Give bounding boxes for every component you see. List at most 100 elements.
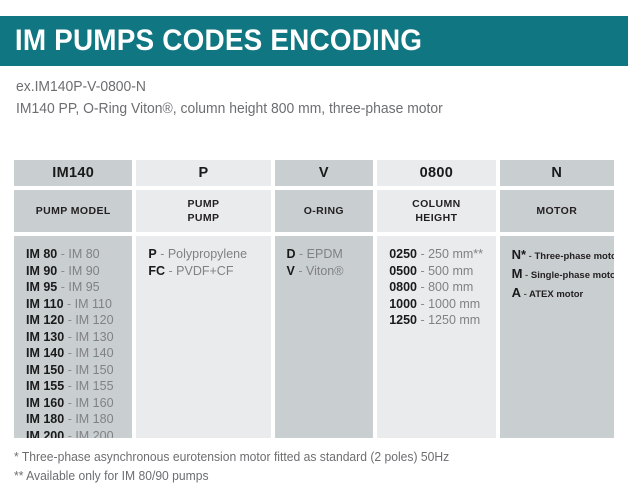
- option-value: 500 mm: [428, 263, 474, 278]
- label-cell-motor: MOTOR: [499, 190, 614, 232]
- footnotes-block: * Three-phase asynchronous eurotension m…: [14, 448, 614, 486]
- label-pump-material-line1: PUMP: [187, 198, 220, 210]
- option-key: 0800: [389, 280, 417, 294]
- option-item: M - Single-phase motor: [512, 265, 614, 284]
- option-key: IM 180: [26, 412, 65, 426]
- label-cell-pump-model: PUMP MODEL: [14, 190, 133, 232]
- label-column-height-line1: COLUMN: [412, 198, 461, 210]
- options-cell-pump-model: IM 80 - IM 80 IM 90 - IM 90 IM 95 - IM 95 I…: [14, 236, 133, 438]
- codes-table: IM140 P V 0800 N PUMP MODEL PUMP PUMP O-…: [14, 160, 614, 438]
- option-item: 1000 - 1000 mm: [389, 296, 487, 313]
- options-cell-motor: N* - Three-phase motor M - Single-phase m…: [499, 236, 614, 438]
- code-row: IM140 P V 0800 N: [14, 160, 614, 186]
- example-code: ex.IM140P-V-0800-N: [16, 79, 146, 95]
- label-pump-model: PUMP MODEL: [35, 205, 111, 217]
- option-list-motor: N* - Three-phase motor M - Single-phase m…: [500, 246, 614, 303]
- option-separator: -: [520, 289, 530, 300]
- option-value: IM 155: [75, 379, 114, 393]
- option-separator: -: [417, 280, 429, 294]
- code-cell-column-height: 0800: [377, 160, 496, 186]
- footnote-double-asterisk: ** Available only for IM 80/90 pumps: [14, 469, 209, 483]
- options-cell-column-height: 0250 - 250 mm** 0500 - 500 mm 0800 - 800 m…: [377, 236, 496, 438]
- option-value: IM 95: [68, 280, 100, 294]
- option-key: D: [286, 247, 296, 261]
- option-key: IM 150: [26, 362, 65, 377]
- option-key: 0500: [389, 263, 417, 278]
- options-cell-o-ring: D - EPDM V - Viton®: [274, 236, 374, 438]
- option-value: PVDF+CF: [176, 263, 234, 278]
- option-item: FC - PVDF+CF: [148, 263, 262, 280]
- option-item: IM 120 - IM 120: [26, 312, 124, 329]
- option-item: IM 95 - IM 95: [26, 279, 124, 296]
- option-value: IM 160: [75, 395, 114, 410]
- option-item: IM 180 - IM 180: [26, 411, 124, 428]
- option-value: IM 140: [75, 346, 114, 360]
- option-value: ATEX motor: [529, 289, 584, 300]
- page-title: IM PUMPS CODES ENCODING: [14, 24, 423, 57]
- option-item: IM 200 - IM 200: [26, 428, 124, 439]
- option-key: IM 95: [26, 280, 58, 294]
- option-value: IM 80: [68, 247, 100, 261]
- option-separator: -: [64, 412, 76, 426]
- option-separator: -: [63, 296, 75, 311]
- option-key: IM 200: [26, 428, 65, 439]
- option-item: IM 140 - IM 140: [26, 345, 124, 362]
- option-key: IM 110: [26, 296, 64, 311]
- option-item: 0800 - 800 mm: [389, 279, 487, 296]
- option-item: IM 155 - IM 155: [26, 378, 124, 395]
- label-cell-o-ring: O-RING: [274, 190, 374, 232]
- option-list-o-ring: D - EPDM V - Viton®: [275, 246, 374, 279]
- option-value: Three-phase motor: [534, 251, 614, 262]
- option-separator: -: [295, 247, 307, 261]
- option-value: IM 130: [75, 329, 114, 344]
- option-key: IM 80: [26, 247, 58, 261]
- label-column-height-line2: HEIGHT: [415, 212, 458, 224]
- option-value: Single-phase motor: [530, 270, 614, 281]
- label-cell-column-height: COLUMN HEIGHT: [377, 190, 496, 232]
- option-separator: -: [417, 263, 429, 278]
- footnote-single-asterisk: * Three-phase asynchronous eurotension m…: [14, 450, 450, 464]
- option-key: N*: [511, 247, 527, 262]
- option-key: 1000: [389, 296, 417, 311]
- label-row: PUMP MODEL PUMP PUMP O-RING COLUMN HEIGH…: [14, 190, 614, 232]
- option-item: IM 80 - IM 80: [26, 246, 124, 263]
- option-value: IM 110: [74, 296, 112, 311]
- option-key: FC: [148, 263, 166, 278]
- option-separator: -: [57, 247, 69, 261]
- options-row: IM 80 - IM 80 IM 90 - IM 90 IM 95 - IM 95 I…: [14, 236, 614, 438]
- option-separator: -: [64, 428, 76, 439]
- option-separator: -: [57, 263, 69, 278]
- option-separator: -: [64, 346, 76, 360]
- option-value: IM 120: [75, 313, 114, 327]
- code-cell-motor: N: [499, 160, 614, 186]
- option-separator: -: [522, 270, 531, 281]
- option-list-column-height: 0250 - 250 mm** 0500 - 500 mm 0800 - 800 m…: [377, 246, 495, 329]
- option-item: IM 160 - IM 160: [26, 395, 124, 412]
- option-item: V - Viton®: [287, 263, 366, 280]
- option-value: IM 150: [75, 362, 114, 377]
- example-description: IM140 PP, O-Ring Viton®, column height 8…: [16, 101, 443, 117]
- option-value: 1000 mm: [428, 296, 481, 311]
- option-separator: -: [526, 251, 535, 262]
- option-separator: -: [64, 395, 76, 410]
- option-separator: -: [165, 263, 177, 278]
- option-key: P: [148, 247, 157, 261]
- title-band: IM PUMPS CODES ENCODING: [0, 16, 628, 66]
- option-value: 800 mm: [428, 280, 474, 294]
- option-separator: -: [64, 379, 76, 393]
- option-key: IM 90: [26, 263, 58, 278]
- option-key: 1250: [389, 313, 417, 327]
- option-separator: -: [417, 247, 429, 261]
- option-item: N* - Three-phase motor: [511, 246, 614, 265]
- option-value: EPDM: [306, 247, 343, 261]
- option-list-pump-model: IM 80 - IM 80 IM 90 - IM 90 IM 95 - IM 95 I…: [14, 246, 132, 438]
- option-value: Viton®: [305, 263, 344, 278]
- option-separator: -: [417, 296, 429, 311]
- option-value: IM 200: [75, 428, 114, 439]
- option-separator: -: [64, 313, 76, 327]
- options-cell-pump-material: P - Polypropylene FC - PVDF+CF: [136, 236, 271, 438]
- option-value: Polypropylene: [167, 247, 248, 261]
- option-item: IM 130 - IM 130: [26, 329, 124, 346]
- option-separator: -: [64, 362, 76, 377]
- option-item: D - EPDM: [287, 246, 366, 263]
